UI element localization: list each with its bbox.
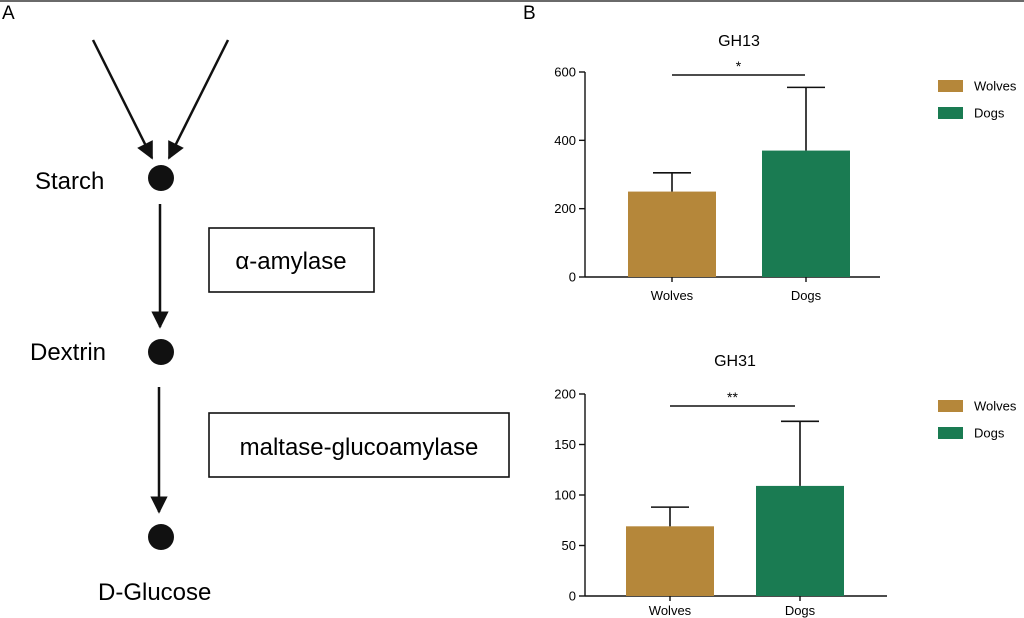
significance-label: * [736,58,742,74]
y-tick-label: 100 [554,488,576,503]
bar-wolves [628,191,716,277]
legend-swatch-wolves [938,80,963,92]
y-tick-label: 400 [554,133,576,148]
d-glucose-label: D-Glucose [98,579,211,606]
input-arrow-right [167,39,230,160]
y-tick-label: 50 [562,538,576,553]
alpha-amylase-box [208,227,375,293]
gh31-bar-chart: GH31 0 50 100 150 200 Wolves Dogs ** Wolves Dogs [554,353,1017,618]
starch-label: Starch [35,168,104,195]
legend-label-wolves: Wolves [974,399,1017,414]
bar-dogs [756,485,844,596]
d-glucose-node [148,524,174,550]
legend-label-dogs: Dogs [974,106,1005,121]
chart-title: GH13 [718,33,760,50]
pathway-diagram: Starch α-amylase Dextrin maltase-glucoam… [30,39,510,606]
y-tick-label: 200 [554,387,576,402]
y-tick-label: 0 [569,589,576,604]
y-tick-label: 150 [554,437,576,452]
maltase-glucoamylase-box [208,412,510,478]
x-tick-label: Dogs [791,288,822,303]
y-tick-label: 200 [554,201,576,216]
y-tick-label: 0 [569,270,576,285]
dextrin-node [148,339,174,365]
panel-b-letter: B [523,3,536,24]
dextrin-label: Dextrin [30,339,106,366]
maltase-glucoamylase-label: maltase-glucoamylase [240,434,479,461]
legend-label-wolves: Wolves [974,79,1017,94]
significance-label: ** [727,389,738,405]
input-arrow-left [91,39,154,160]
chart-title: GH31 [714,353,756,370]
x-tick-label: Dogs [785,603,816,618]
x-tick-label: Wolves [649,603,692,618]
legend-swatch-dogs [938,107,963,119]
legend-swatch-wolves [938,400,963,412]
legend-swatch-dogs [938,427,963,439]
y-tick-label: 600 [554,65,576,80]
legend-label-dogs: Dogs [974,426,1005,441]
bar-dogs [762,150,850,277]
alpha-amylase-label: α-amylase [235,248,346,275]
bar-wolves [626,526,714,596]
gh13-bar-chart: GH13 0 200 400 600 Wolves Dogs * Wolves Dogs [554,33,1017,303]
x-tick-label: Wolves [651,288,694,303]
starch-node [148,165,174,191]
panel-a-letter: A [2,3,15,24]
